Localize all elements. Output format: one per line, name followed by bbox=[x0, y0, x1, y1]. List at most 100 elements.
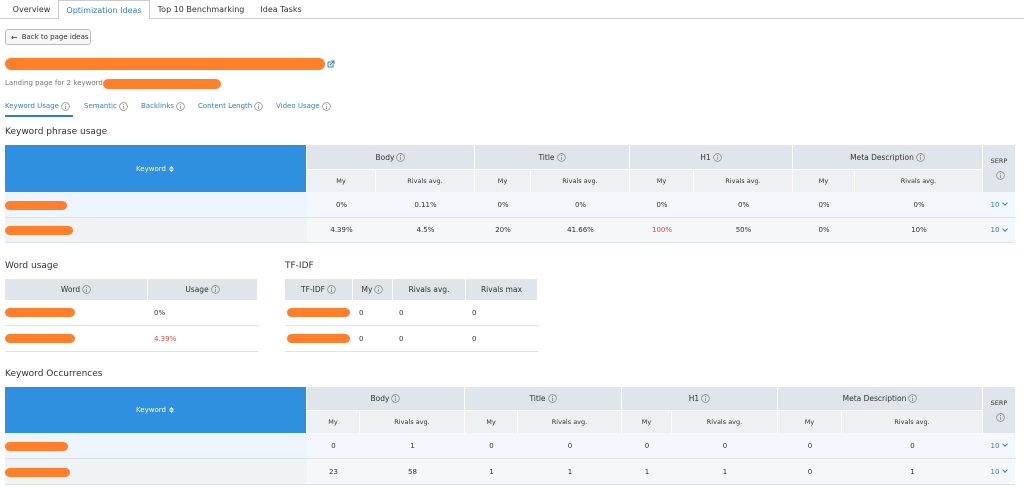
sub-header: My bbox=[307, 170, 376, 192]
data-cell: 100% bbox=[630, 218, 694, 243]
info-icon[interactable] bbox=[210, 285, 220, 294]
data-value: 20% bbox=[495, 226, 511, 234]
data-value: 0 bbox=[489, 441, 494, 450]
sub-header-label: Rivals avg. bbox=[894, 418, 930, 426]
sub-header-label: My bbox=[804, 418, 815, 426]
subtab-label: Backlinks bbox=[141, 102, 175, 110]
serp-cell[interactable]: 10 bbox=[983, 192, 1015, 218]
data-cell: 0 bbox=[778, 459, 842, 485]
info-icon[interactable] bbox=[995, 171, 1005, 180]
sub-header-label: Rivals avg. bbox=[562, 177, 598, 185]
serp-value: 10 bbox=[990, 441, 1000, 450]
external-link-icon[interactable] bbox=[326, 59, 336, 69]
info-icon[interactable] bbox=[321, 101, 331, 111]
data-cell: 0% bbox=[475, 192, 531, 218]
subtab[interactable]: Keyword Usage bbox=[5, 100, 85, 112]
info-icon[interactable] bbox=[391, 394, 401, 403]
info-icon[interactable] bbox=[556, 152, 566, 162]
column-header-label: Rivals max bbox=[480, 285, 523, 294]
info-icon[interactable] bbox=[547, 394, 557, 403]
redacted-keyword bbox=[5, 308, 75, 317]
info-icon[interactable] bbox=[119, 101, 128, 111]
serp-cell[interactable]: 10 bbox=[983, 459, 1015, 485]
data-value: 0 bbox=[910, 441, 915, 450]
subtab[interactable]: Content Length bbox=[198, 100, 278, 112]
serp-cell[interactable]: 10 bbox=[983, 433, 1015, 459]
data-value: 1 bbox=[410, 441, 415, 450]
serp-chevron bbox=[1002, 225, 1009, 232]
usage-cell: 0% bbox=[148, 300, 258, 326]
tfidf-cell: 0 bbox=[393, 300, 466, 326]
sub-header: Rivals avg. bbox=[842, 411, 983, 433]
section-title: TF-IDF bbox=[285, 261, 314, 271]
data-cell: 1 bbox=[518, 459, 622, 485]
data-value: 1 bbox=[910, 467, 915, 476]
column-group-label: H1 bbox=[688, 394, 700, 403]
tab[interactable]: Top 10 Benchmarking bbox=[150, 0, 252, 18]
usage-cell: 4.39% bbox=[148, 326, 258, 352]
tab-label: Top 10 Benchmarking bbox=[157, 4, 245, 14]
sub-header-label: My bbox=[336, 177, 346, 185]
sort-icon[interactable] bbox=[168, 406, 175, 414]
info-icon[interactable] bbox=[61, 101, 70, 111]
tfidf-value: 0 bbox=[472, 334, 477, 343]
sort-icon[interactable] bbox=[168, 165, 175, 173]
sub-header-label: Rivals avg. bbox=[725, 177, 761, 185]
data-cell: 23 bbox=[307, 459, 360, 485]
column-header: TF-IDF bbox=[285, 279, 353, 300]
keyword-header[interactable]: Keyword bbox=[5, 145, 307, 192]
tab[interactable]: Overview bbox=[5, 0, 58, 18]
column-header: Rivals max bbox=[466, 279, 538, 300]
subtab[interactable]: Backlinks bbox=[141, 100, 221, 112]
info-icon[interactable] bbox=[374, 285, 384, 294]
data-cell: 0% bbox=[793, 218, 855, 243]
tfidf-value: 0 bbox=[399, 334, 404, 343]
sub-header-label: Rivals avg. bbox=[900, 177, 937, 185]
back-button[interactable]: ← Back to page ideas bbox=[5, 29, 91, 45]
data-cell: 20% bbox=[475, 218, 531, 243]
data-value: 0% bbox=[335, 200, 348, 209]
sub-header: My bbox=[793, 170, 855, 192]
sub-header: Rivals avg. bbox=[376, 170, 475, 192]
tab[interactable]: Idea Tasks bbox=[252, 0, 310, 18]
tab[interactable]: Optimization Ideas bbox=[58, 0, 150, 19]
serp-header: SERP bbox=[983, 387, 1015, 433]
subtab[interactable]: Video Usage bbox=[276, 100, 356, 112]
column-group-header: Meta Description bbox=[793, 145, 983, 170]
info-icon[interactable] bbox=[995, 412, 1005, 422]
subtab[interactable]: Semantic bbox=[84, 100, 164, 112]
column-header-label: Usage bbox=[185, 285, 209, 294]
data-cell: 4.5% bbox=[376, 218, 475, 243]
column-group-label: Body bbox=[375, 152, 395, 162]
info-icon[interactable] bbox=[327, 285, 336, 294]
redacted-keyword bbox=[5, 334, 75, 343]
info-icon[interactable] bbox=[176, 101, 185, 111]
info-icon[interactable] bbox=[396, 152, 406, 162]
info-icon[interactable] bbox=[916, 152, 925, 162]
info-icon[interactable] bbox=[701, 394, 710, 403]
sub-header-label: My bbox=[656, 177, 667, 185]
subtab-underline bbox=[5, 115, 73, 117]
data-value: 0 bbox=[807, 441, 813, 450]
info-icon[interactable] bbox=[908, 394, 918, 403]
redacted-url bbox=[5, 58, 325, 70]
serp-cell[interactable]: 10 bbox=[983, 218, 1015, 243]
column-group-header: Title bbox=[465, 387, 622, 411]
sub-header-label: My bbox=[818, 177, 829, 185]
redacted-keyword bbox=[287, 308, 350, 317]
back-arrow: ← bbox=[11, 32, 18, 42]
tfidf-cell: 0 bbox=[466, 300, 538, 326]
info-icon[interactable] bbox=[712, 152, 722, 162]
sub-header: My bbox=[307, 411, 360, 433]
keyword-header[interactable]: Keyword bbox=[5, 387, 307, 433]
column-header: My bbox=[353, 279, 393, 300]
data-value: 0.11% bbox=[414, 200, 437, 209]
info-icon[interactable] bbox=[254, 101, 263, 111]
data-cell: 0 bbox=[518, 433, 622, 459]
data-cell: 0 bbox=[672, 433, 778, 459]
data-cell: 0 bbox=[307, 433, 360, 459]
column-header: Usage bbox=[148, 279, 258, 300]
info-icon[interactable] bbox=[82, 285, 91, 294]
column-header: Word bbox=[5, 279, 148, 300]
